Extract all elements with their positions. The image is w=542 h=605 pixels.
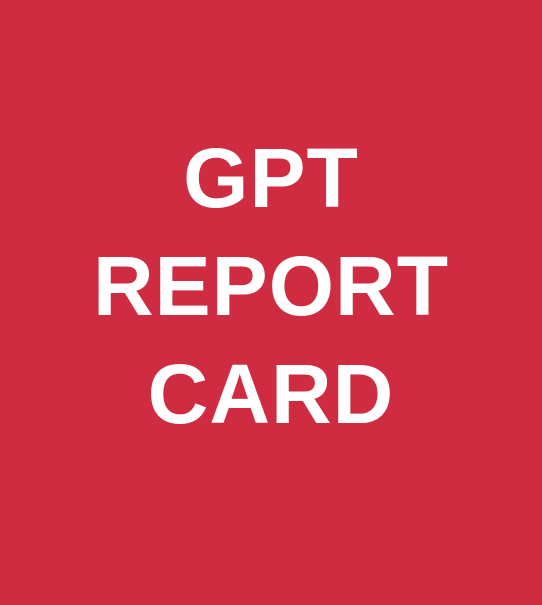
card-title: GPT REPORT CARD xyxy=(0,124,542,448)
title-line-1: GPT xyxy=(183,131,359,225)
title-line-3: CARD xyxy=(147,347,395,441)
title-line-2: REPORT xyxy=(92,239,450,333)
